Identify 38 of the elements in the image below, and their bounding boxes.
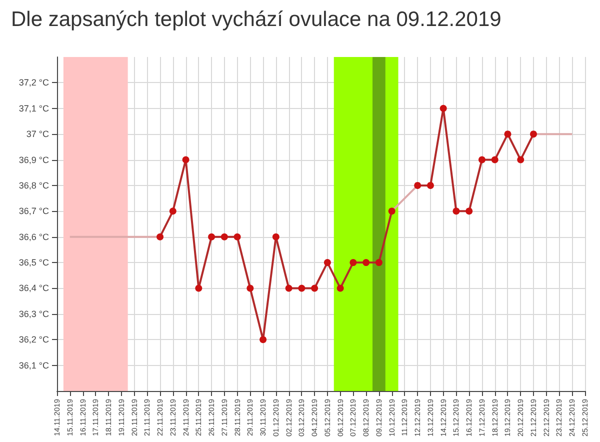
y-tick-label: 36,2 °C <box>18 334 50 345</box>
point <box>272 233 280 240</box>
point <box>452 208 460 215</box>
y-tick-label: 36,9 °C <box>18 154 50 165</box>
y-tick-label: 37,1 °C <box>18 103 50 114</box>
point <box>234 233 241 240</box>
point <box>246 284 254 292</box>
chart-title: Dle zapsaných teplot vychází ovulace na 09.12.2019 <box>11 8 502 31</box>
y-tick-label: 36,7 °C <box>18 206 50 216</box>
point <box>285 284 292 292</box>
point <box>311 284 318 292</box>
point <box>169 208 176 215</box>
point <box>504 130 512 138</box>
point <box>298 284 306 292</box>
point <box>491 156 498 164</box>
y-tick-label: 36,4 °C <box>18 283 50 294</box>
y-tick-label: 36,6 °C <box>18 232 50 242</box>
point <box>350 259 357 266</box>
point <box>220 233 228 240</box>
point <box>517 156 524 164</box>
point <box>440 104 447 112</box>
y-tick-label: 36,5 °C <box>18 258 50 268</box>
point <box>324 259 331 266</box>
point <box>375 259 382 266</box>
y-tick-label: 36,1 °C <box>18 360 50 370</box>
y-tick-label: 37 °C <box>26 129 50 140</box>
y-tick-label: 36,8 °C <box>18 180 50 190</box>
point <box>362 259 370 266</box>
y-tick-label: 36,3 °C <box>18 308 50 319</box>
point <box>466 208 473 215</box>
point <box>208 233 216 240</box>
point <box>195 284 202 292</box>
point <box>336 284 344 292</box>
point <box>426 182 434 189</box>
y-tick-label: 37,2 °C <box>18 78 50 88</box>
point <box>260 336 267 344</box>
point <box>182 156 190 164</box>
point <box>478 156 486 164</box>
